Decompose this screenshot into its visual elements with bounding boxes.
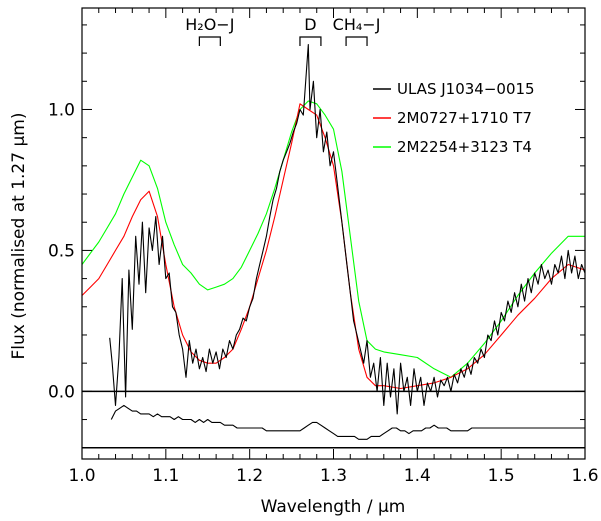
x-tick-label: 1.1 [152,466,179,486]
y-tick-label: 1.0 [48,100,75,120]
series-line-3 [110,404,585,440]
axis-ticks: 1.0 1.1 1.2 1.3 1.4 1.5 1.6 0.0 0.5 1.0 [48,8,599,486]
y-tick-label: 0.5 [48,241,75,261]
y-axis-title: Flux (normalised at 1.27 μm) [9,113,29,360]
x-tick-label: 1.4 [404,466,431,486]
feature-label-1: D [304,15,316,34]
legend: ULAS J1034−0015 2M0727+1710 T7 2M2254+3123… [373,80,535,156]
x-tick-label: 1.3 [320,466,347,486]
feature-bracket-1 [299,36,322,46]
x-tick-label: 1.5 [488,466,515,486]
feature-label-0: H₂O−J [185,15,234,34]
feature-bracket-2 [345,36,368,46]
series-line-1 [82,103,585,390]
feature-label-2: CH₄−J [333,15,381,34]
x-tick-label: 1.6 [571,466,598,486]
x-axis-title: Wavelength / μm [261,497,406,517]
series-line-0 [109,44,585,415]
feature-bracket-0 [198,36,221,46]
y-tick-label: 0.0 [48,382,75,402]
series-layer [82,44,585,440]
x-tick-label: 1.2 [236,466,263,486]
legend-label-2: 2M2254+3123 T4 [397,138,532,156]
spectral-features: H₂O−J D CH₄−J [185,15,380,46]
legend-label-1: 2M0727+1710 T7 [397,109,532,127]
reference-lines [82,390,585,449]
x-tick-label: 1.0 [68,466,95,486]
legend-label-0: ULAS J1034−0015 [397,80,535,98]
